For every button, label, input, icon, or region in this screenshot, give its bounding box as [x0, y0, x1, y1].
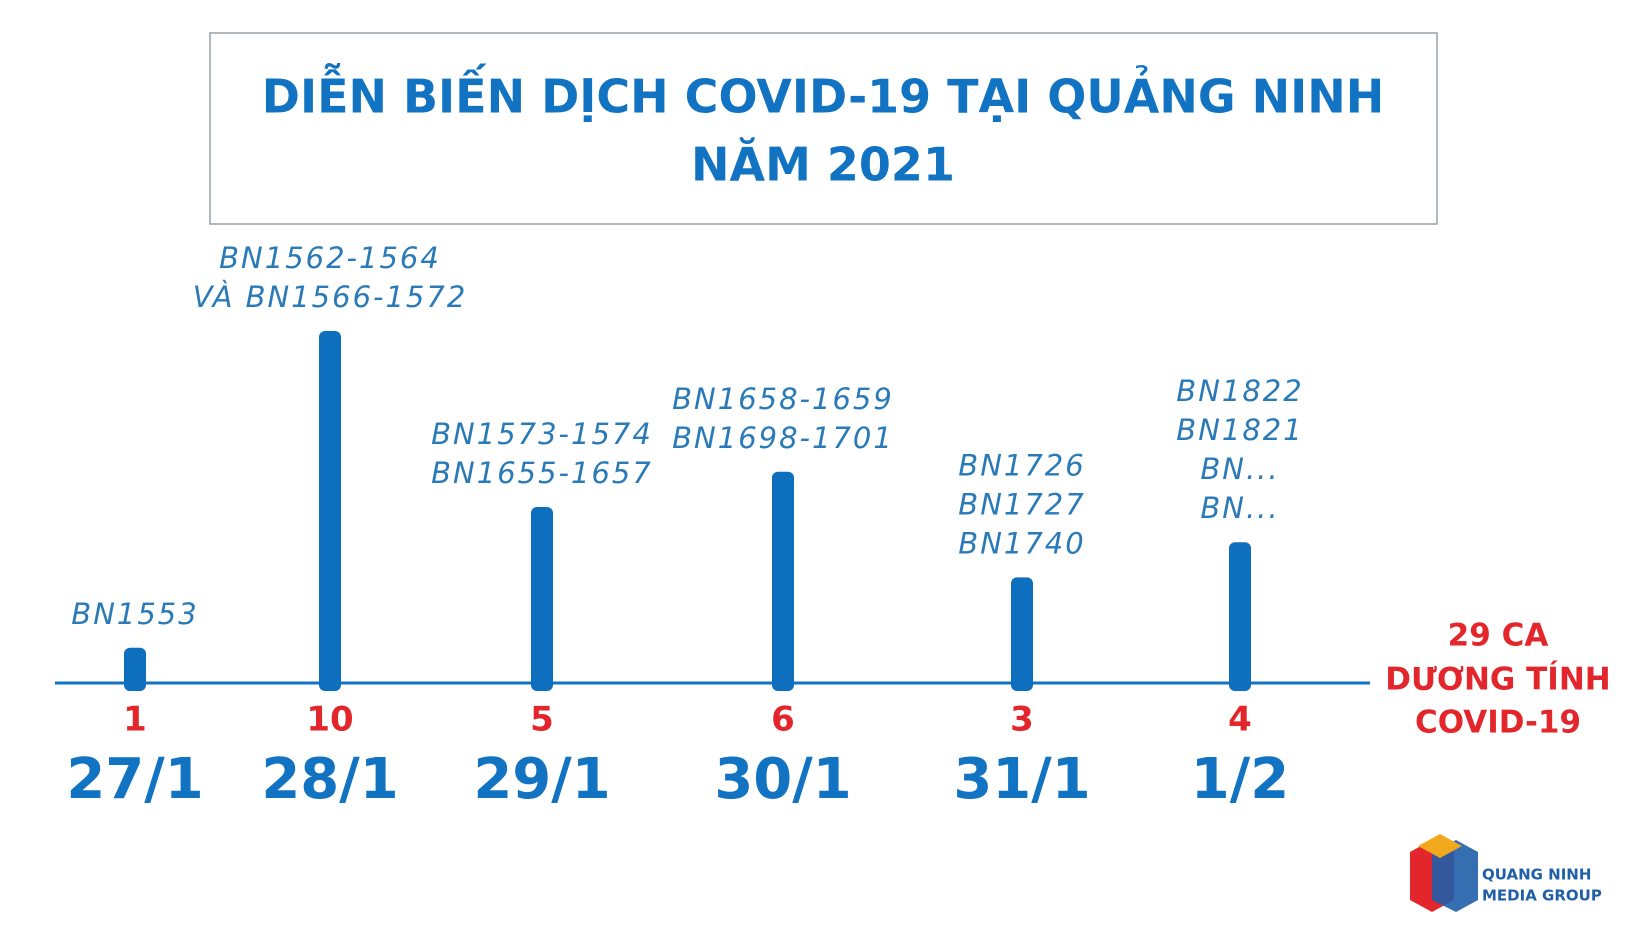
bar-annotation: BN1727	[958, 487, 1085, 521]
value-label: 6	[771, 700, 795, 740]
logo-shape	[1418, 834, 1462, 858]
value-label: 4	[1228, 700, 1252, 740]
x-tick-label: 27/1	[66, 747, 203, 812]
logo-text: MEDIA GROUP	[1482, 887, 1602, 905]
bar	[124, 647, 146, 691]
chart-title: DIỄN BIẾN DỊCH COVID-19 TẠI QUẢNG NINH	[262, 63, 1384, 124]
bar-annotation: BN1698-1701	[672, 421, 894, 455]
bar-annotation: BN1562-1564	[219, 241, 441, 275]
logo-text: QUANG NINH	[1482, 866, 1591, 884]
x-tick-label: 30/1	[714, 747, 851, 812]
bar-annotation: BN1573-1574	[431, 417, 653, 451]
bar-annotation: BN1821	[1176, 413, 1303, 447]
logo: QUANG NINH MEDIA GROUP	[1410, 834, 1602, 912]
bar	[1229, 542, 1251, 691]
x-tick-label: 28/1	[261, 747, 398, 812]
value-label: 5	[530, 700, 554, 740]
bar	[531, 507, 553, 691]
bar	[1011, 577, 1033, 691]
bar	[319, 331, 341, 691]
total-label: COVID-19	[1415, 705, 1581, 741]
bar-annotation: BN1658-1659	[672, 382, 894, 416]
value-label: 10	[306, 700, 353, 740]
bar-annotation: BN1553	[71, 597, 198, 631]
bar-annotation: VÀ BN1566-1572	[193, 280, 468, 314]
bar	[772, 471, 794, 691]
value-label: 3	[1010, 700, 1034, 740]
x-tick-label: 31/1	[953, 747, 1090, 812]
total-label: DƯƠNG TÍNH	[1385, 662, 1610, 698]
chart-title: NĂM 2021	[691, 137, 955, 192]
total-label: 29 CA	[1448, 618, 1549, 654]
bar-annotation: BN1726	[958, 448, 1085, 482]
bar-annotation: BN1740	[958, 526, 1085, 560]
bar-annotation: BN1822	[1176, 374, 1303, 408]
logo-shape	[1432, 840, 1478, 912]
bar-annotation: BN1655-1657	[431, 456, 653, 490]
bar-annotation: BN...	[1200, 491, 1279, 525]
bar-annotation: BN...	[1200, 452, 1279, 486]
x-tick-label: 29/1	[473, 747, 610, 812]
value-label: 1	[123, 700, 147, 740]
x-tick-label: 1/2	[1191, 747, 1289, 812]
title-box	[209, 32, 1438, 225]
